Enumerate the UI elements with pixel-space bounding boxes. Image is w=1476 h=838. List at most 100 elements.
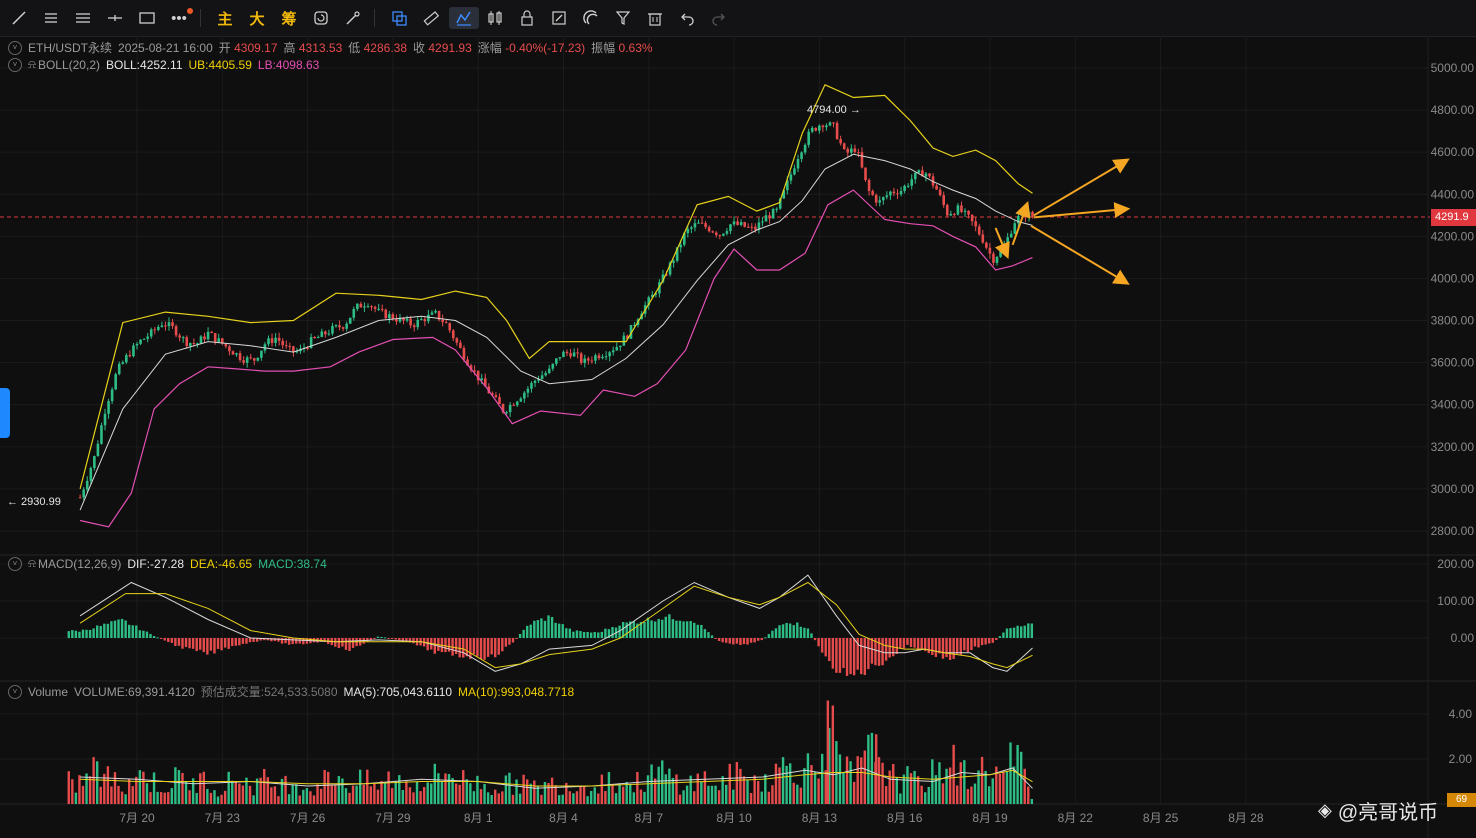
rectangle-tool-icon[interactable]: [136, 7, 158, 29]
macd-histogram-bar: [550, 616, 554, 638]
collapse-volume-icon[interactable]: ˅: [8, 684, 22, 699]
magnet-icon[interactable]: [580, 7, 602, 29]
x-tick-label: 8月 16: [887, 811, 923, 825]
macd-histogram-bar: [785, 622, 788, 638]
candle-style-icon[interactable]: [484, 7, 506, 29]
volume-bar: [799, 787, 803, 804]
parallel-channel-tool-icon[interactable]: [72, 7, 94, 29]
macd-histogram-bar: [973, 638, 977, 647]
volume-bar: [483, 783, 486, 804]
candle-body: [846, 149, 850, 153]
candle-body: [430, 312, 434, 315]
macd-histogram-bar: [110, 621, 113, 638]
volume-bar: [572, 793, 575, 804]
bell-icon[interactable]: ⍾: [28, 57, 36, 71]
candle-body: [356, 303, 359, 310]
candle-body: [544, 373, 547, 376]
trash-icon[interactable]: [644, 7, 666, 29]
candle-body: [149, 329, 153, 337]
undo-icon[interactable]: [676, 7, 698, 29]
copy-drawing-icon[interactable]: [388, 7, 410, 29]
candle-body: [1013, 223, 1017, 234]
volume-bar: [135, 776, 138, 804]
macd-histogram-bar: [177, 638, 181, 646]
macd-histogram-bar: [746, 638, 749, 645]
magnet-draw-icon[interactable]: [449, 7, 479, 29]
volume-bar: [980, 756, 984, 804]
macd-histogram-bar: [149, 633, 152, 638]
volume-bar: [266, 777, 269, 804]
boll-name[interactable]: BOLL(20,2): [37, 57, 100, 72]
replay-icon[interactable]: [310, 7, 332, 29]
more-tools-icon[interactable]: •••: [171, 9, 187, 27]
volume-bar: [810, 765, 813, 804]
macd-histogram-bar: [732, 638, 735, 645]
collapse-boll-icon[interactable]: ˅: [8, 57, 22, 72]
macd-name[interactable]: MACD(12,26,9): [37, 556, 122, 571]
volume-bar: [732, 789, 735, 804]
macd-histogram-bar: [398, 638, 401, 641]
candle-body: [78, 497, 82, 499]
volume-bar: [188, 790, 191, 804]
volume-name[interactable]: Volume: [28, 684, 69, 699]
volume-bar: [501, 791, 504, 804]
settings-tools-icon[interactable]: [342, 7, 364, 29]
sidebar-expand-tab[interactable]: [0, 388, 10, 438]
volume-bar: [494, 789, 497, 804]
volume-bar: [707, 785, 710, 804]
projection-arrow: [1033, 202, 1131, 219]
candle-body: [626, 335, 629, 339]
macd-histogram-bar: [202, 638, 206, 653]
volume-bar: [838, 754, 842, 804]
macd-histogram-bar: [494, 638, 497, 658]
main-chart-button[interactable]: 主: [217, 10, 233, 28]
chart-canvas[interactable]: 7月 20 7月 23 7月 26 7月 29 8月 1 8月 4 8月 7 8月 10 8月 …: [0, 36, 1476, 838]
macd-histogram-bar: [810, 633, 813, 638]
macd-histogram-bar: [753, 638, 756, 643]
macd-histogram-bar: [671, 619, 675, 638]
macd-histogram-bar: [433, 638, 437, 654]
volume-bar: [486, 792, 490, 804]
macd-histogram-bar: [906, 638, 909, 645]
volume-bar: [142, 771, 145, 804]
candle-body: [181, 337, 185, 339]
volume-bar: [767, 791, 771, 804]
collapse-legend-icon[interactable]: ˅: [8, 40, 22, 55]
macd-histogram-bar: [742, 638, 746, 645]
macd-histogram-bar: [828, 638, 831, 662]
candle-body: [707, 227, 711, 232]
chip-distribution-button[interactable]: 筹: [281, 10, 297, 28]
macd-histogram-bar: [710, 635, 714, 638]
macd-histogram-bar: [877, 638, 881, 666]
volume-bar: [415, 781, 419, 804]
ruler-icon[interactable]: [420, 7, 442, 29]
volume-bar: [696, 773, 699, 804]
macd-histogram-bar: [74, 630, 78, 638]
candle-body: [533, 380, 537, 384]
redo-icon[interactable]: [708, 7, 730, 29]
candle-body: [423, 319, 427, 322]
y-tick-label: 4200.00: [1431, 229, 1475, 243]
volume-bar: [856, 756, 859, 804]
macd-histogram-bar: [884, 638, 888, 661]
trend-line-tool-icon[interactable]: [8, 7, 30, 29]
cross-line-tool-icon[interactable]: [104, 7, 126, 29]
macd-histogram-bar: [867, 638, 870, 670]
edit-icon[interactable]: [548, 7, 570, 29]
macd-histogram-bar: [561, 624, 564, 638]
lock-icon[interactable]: [516, 7, 538, 29]
volume-bar: [540, 794, 543, 804]
volume-bar: [383, 781, 387, 804]
horizontal-ray-tool-icon[interactable]: [40, 7, 62, 29]
big-order-button[interactable]: 大: [249, 10, 265, 28]
filter-icon[interactable]: [612, 7, 634, 29]
collapse-macd-icon[interactable]: ˅: [8, 556, 22, 571]
change-label: 涨幅: [477, 41, 502, 55]
volume-bar: [849, 761, 852, 804]
x-tick-label: 8月 1: [464, 811, 493, 825]
macd-bell-icon[interactable]: ⍾: [28, 556, 36, 570]
y-tick-label: 3800.00: [1431, 314, 1475, 328]
macd-histogram-bar: [1019, 626, 1023, 638]
candle-body: [132, 345, 135, 357]
candle-body: [164, 325, 167, 327]
